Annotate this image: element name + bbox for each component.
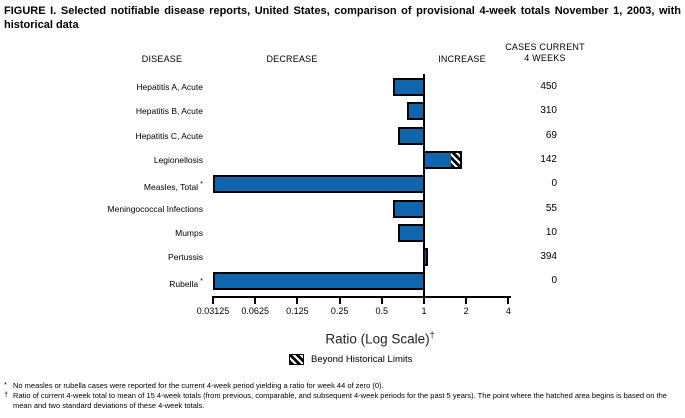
cases-value-rubella: 0 [551, 275, 557, 287]
axis-tick-label-0.0625: 0.0625 [241, 306, 269, 316]
column-header-disease: DISEASE [141, 54, 183, 64]
column-header-cases-line2: 4 WEEKS [524, 53, 566, 63]
column-header-increase: INCREASE [438, 54, 486, 64]
bar-pertussis [423, 248, 428, 267]
bar-legionellosis [423, 150, 462, 169]
disease-label-text: Meningococcal Infections [107, 203, 203, 214]
beyond-historical-limits-tip [451, 152, 460, 167]
axis-tick-label-4: 4 [505, 306, 511, 316]
axis-tick-0.25 [338, 296, 341, 304]
disease-label-marker: * [200, 276, 203, 286]
footnote-1: * No measles or rubella cases were report… [4, 380, 681, 391]
disease-label-hepatitis-c-acute: Hepatitis C, Acute [0, 127, 203, 145]
cases-value-hepatitis-b-acute: 310 [540, 105, 557, 117]
disease-label-hepatitis-b-acute: Hepatitis B, Acute [0, 102, 203, 120]
disease-label-text: Rubella [169, 279, 199, 290]
disease-label-text: Hepatitis C, Acute [135, 130, 203, 141]
beyond-historical-limits-swatch [289, 354, 304, 365]
axis-tick-4 [507, 296, 510, 304]
axis-tick-label-0.125: 0.125 [286, 306, 309, 316]
bar-rubella [213, 272, 425, 291]
footnotes: * No measles or rubella cases were report… [4, 380, 681, 411]
disease-label-measles-total: Measles, Total * [0, 175, 203, 193]
bar-hepatitis-a-acute [392, 78, 425, 96]
footnote-text: Ratio of current 4-week total to mean of… [13, 391, 667, 410]
bar-mumps [397, 223, 425, 242]
legend-label: Beyond Historical Limits [311, 354, 413, 365]
footnote-marker: † [4, 390, 9, 399]
disease-label-rubella: Rubella * [0, 272, 203, 290]
cases-value-legionellosis: 142 [540, 153, 557, 165]
axis-tick-0.03125 [212, 296, 214, 304]
legend: Beyond Historical Limits [289, 353, 412, 366]
cases-value-meningococcal-infections: 55 [545, 202, 557, 214]
cases-value-pertussis: 394 [540, 251, 557, 263]
bar-measles-total [213, 175, 425, 194]
axis-tick-label-2: 2 [463, 306, 469, 316]
disease-label-text: Hepatitis A, Acute [136, 82, 203, 92]
axis-tick-label-0.25: 0.25 [330, 306, 349, 316]
axis-tick-0.5 [380, 296, 383, 304]
disease-label-marker: * [200, 179, 203, 189]
column-header-decrease: DECREASE [266, 54, 318, 64]
axis-tick-0.0625 [254, 296, 257, 304]
disease-label-pertussis: Pertussis [0, 248, 203, 266]
column-header-cases: CASES CURRENT 4 WEEKS [484, 42, 606, 64]
x-axis-line [212, 296, 511, 298]
bar-meningococcal-infections [392, 199, 425, 218]
footnote-2: † Ratio of current 4-week total to mean o… [4, 390, 681, 411]
bar-hepatitis-b-acute [407, 102, 425, 121]
disease-label-hepatitis-a-acute: Hepatitis A, Acute [0, 78, 203, 96]
cases-value-hepatitis-c-acute: 69 [545, 129, 557, 141]
x-axis-title: Ratio (Log Scale)† [270, 330, 490, 347]
footnote-text: No measles or rubella cases were reporte… [13, 381, 384, 390]
axis-tick-label-0.5: 0.5 [375, 306, 389, 316]
cases-value-mumps: 10 [545, 226, 557, 238]
disease-label-mumps: Mumps [0, 224, 203, 242]
disease-label-meningococcal-infections: Meningococcal Infections [0, 200, 203, 218]
figure-title: FIGURE I. Selected notifiable disease re… [4, 5, 681, 31]
cases-value-hepatitis-a-acute: 450 [540, 81, 557, 92]
disease-label-text: Measles, Total [143, 182, 199, 193]
cases-value-measles-total: 0 [551, 178, 557, 190]
disease-label-text: Mumps [175, 227, 203, 238]
axis-tick-1 [423, 296, 425, 304]
disease-label-text: Hepatitis B, Acute [135, 106, 203, 117]
axis-tick-label-0.03125: 0.03125 [196, 306, 230, 316]
column-header-cases-line1: CASES CURRENT [505, 42, 585, 52]
disease-label-text: Pertussis [168, 252, 203, 263]
bar-hepatitis-c-acute [397, 126, 425, 145]
footnote-marker: * [4, 380, 7, 389]
disease-label-text: Legionellosis [153, 154, 203, 165]
x-axis-title-text: Ratio (Log Scale) [325, 331, 430, 347]
disease-label-legionellosis: Legionellosis [0, 151, 203, 169]
axis-tick-0.125 [296, 296, 299, 304]
axis-tick-label-1: 1 [421, 306, 427, 316]
x-axis-title-dagger: † [429, 330, 435, 340]
axis-tick-2 [465, 296, 468, 304]
